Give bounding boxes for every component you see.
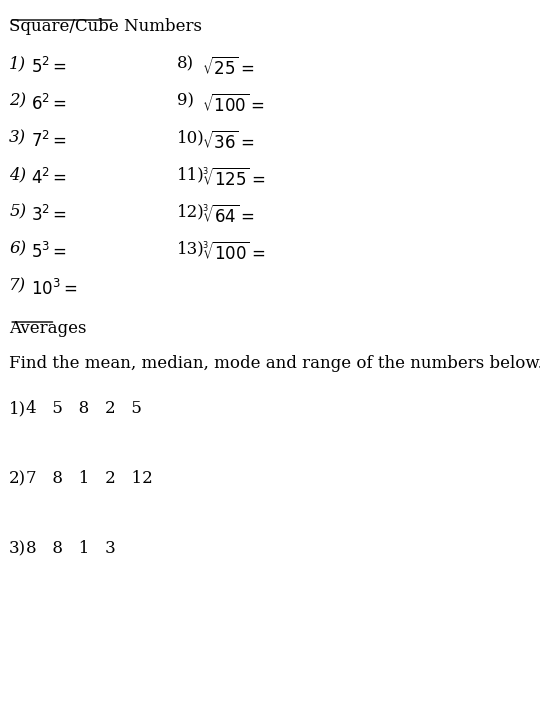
Text: $\sqrt[3]{100} =$: $\sqrt[3]{100} =$: [202, 242, 266, 264]
Text: 13): 13): [177, 240, 205, 257]
Text: 8   8   1   3: 8 8 1 3: [26, 540, 116, 557]
Text: Find the mean, median, mode and range of the numbers below.: Find the mean, median, mode and range of…: [9, 355, 540, 372]
Text: 11): 11): [177, 166, 205, 183]
Text: 1): 1): [9, 400, 26, 417]
Text: 1): 1): [9, 55, 26, 72]
Text: 6): 6): [9, 240, 26, 257]
Text: $5^3 =$: $5^3 =$: [31, 242, 67, 262]
Text: 12): 12): [177, 203, 205, 220]
Text: $\sqrt{36} =$: $\sqrt{36} =$: [202, 131, 254, 153]
Text: $10^3 =$: $10^3 =$: [31, 279, 77, 299]
Text: 5): 5): [9, 203, 26, 220]
Text: $5^2 =$: $5^2 =$: [31, 57, 67, 77]
Text: 8): 8): [177, 55, 194, 72]
Text: 2): 2): [9, 92, 26, 109]
Text: 2): 2): [9, 470, 26, 487]
Text: 4   5   8   2   5: 4 5 8 2 5: [26, 400, 142, 417]
Text: $6^2 =$: $6^2 =$: [31, 94, 67, 114]
Text: 7   8   1   2   12: 7 8 1 2 12: [26, 470, 153, 487]
Text: $\sqrt[3]{125} =$: $\sqrt[3]{125} =$: [202, 168, 266, 190]
Text: $3^2 =$: $3^2 =$: [31, 205, 67, 225]
Text: 3): 3): [9, 129, 26, 146]
Text: Averages: Averages: [9, 320, 87, 337]
Text: $\sqrt{100} =$: $\sqrt{100} =$: [202, 94, 265, 116]
Text: $\sqrt{25}=$: $\sqrt{25}=$: [202, 57, 254, 79]
Text: 4): 4): [9, 166, 26, 183]
Text: $\sqrt[3]{64} =$: $\sqrt[3]{64} =$: [202, 205, 255, 227]
Text: $7^2 =$: $7^2 =$: [31, 131, 67, 151]
Text: 10): 10): [177, 129, 205, 146]
Text: $4^2 =$: $4^2 =$: [31, 168, 67, 188]
Text: 7): 7): [9, 277, 26, 294]
Text: 9): 9): [177, 92, 194, 109]
Text: Square/Cube Numbers: Square/Cube Numbers: [9, 18, 202, 35]
Text: 3): 3): [9, 540, 26, 557]
